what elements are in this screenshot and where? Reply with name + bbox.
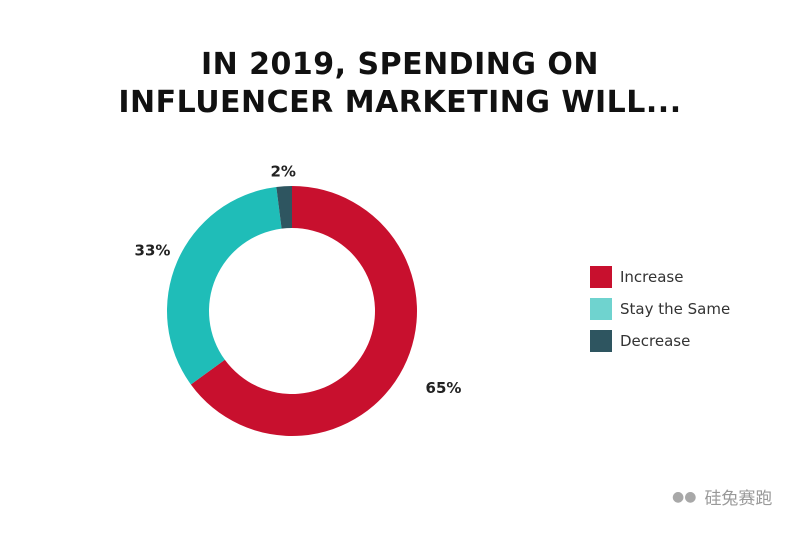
data-label-stay-the-same: 33%	[135, 242, 171, 260]
wechat-icon: ●●	[672, 488, 697, 505]
chart-title-line-1: IN 2019, SPENDING ON	[200, 47, 600, 82]
chart-title: IN 2019, SPENDING ON INFLUENCER MARKETIN…	[0, 46, 800, 122]
legend-swatch-stay-the-same	[590, 298, 612, 320]
chart-title-line-2: INFLUENCER MARKETING WILL...	[118, 85, 682, 120]
data-label-increase: 65%	[426, 379, 462, 397]
slice-stay-the-same	[166, 186, 282, 385]
data-label-decrease: 2%	[270, 162, 295, 180]
watermark: ●● 硅兔赛跑	[672, 484, 773, 510]
legend-label-decrease: Decrease	[620, 332, 691, 350]
slice-decrease	[276, 186, 292, 229]
legend-swatch-increase	[590, 266, 612, 288]
legend-item-increase: Increase	[590, 266, 730, 288]
legend-item-stay-the-same: Stay the Same	[590, 298, 730, 320]
legend-item-decrease: Decrease	[590, 330, 730, 352]
legend-swatch-decrease	[590, 330, 612, 352]
slice-increase	[190, 186, 418, 437]
chart-legend: Increase Stay the Same Decrease	[590, 266, 730, 362]
legend-label-stay-the-same: Stay the Same	[620, 300, 731, 318]
legend-label-increase: Increase	[620, 268, 684, 286]
watermark-text: 硅兔赛跑	[704, 489, 773, 509]
